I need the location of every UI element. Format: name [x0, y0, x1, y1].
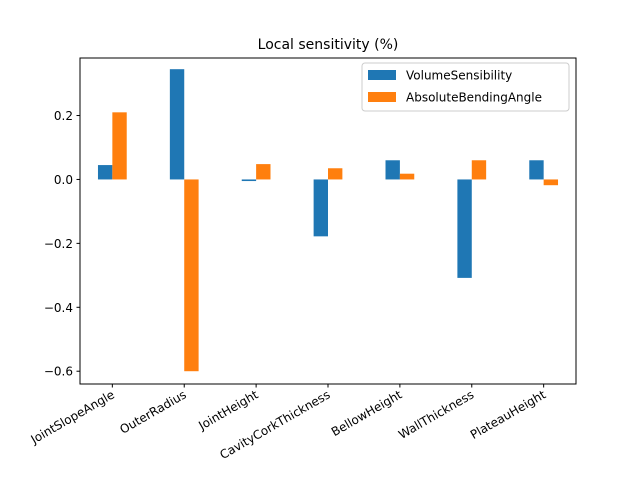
bar-absolute-bending-angle-6	[543, 179, 559, 186]
y-axis: −0.6 −0.4 −0.2 0.0 0.2	[44, 109, 80, 379]
chart-title: Local sensitivity (%)	[258, 37, 399, 53]
bar-absolute-bending-angle-0	[112, 112, 127, 180]
y-tick-label: 0.0	[54, 173, 73, 187]
y-tick-label: −0.4	[44, 301, 73, 315]
bar-absolute-bending-angle-4	[399, 173, 415, 180]
bar-volume-sensibility-6	[529, 160, 544, 180]
bar-volume-sensibility-0	[97, 165, 113, 180]
bar-absolute-bending-angle-2	[256, 164, 271, 180]
bar-volume-sensibility-4	[385, 160, 400, 180]
bar-absolute-bending-angle-1	[184, 179, 199, 372]
legend: VolumeSensibility AbsoluteBendingAngle	[361, 62, 570, 112]
bar-absolute-bending-angle-5	[471, 160, 487, 180]
bars-layer	[97, 69, 559, 372]
y-tick-label: −0.6	[44, 365, 73, 379]
bar-volume-sensibility-5	[457, 179, 472, 278]
legend-swatch	[368, 70, 396, 80]
bar-absolute-bending-angle-3	[328, 168, 343, 180]
bar-volume-sensibility-3	[313, 179, 328, 237]
legend-label: AbsoluteBendingAngle	[406, 91, 542, 105]
legend-box	[361, 62, 570, 112]
y-tick-label: −0.2	[44, 237, 73, 251]
legend-swatch	[368, 92, 396, 102]
y-tick-label: 0.2	[54, 109, 73, 123]
bar-volume-sensibility-1	[169, 69, 185, 180]
legend-label: VolumeSensibility	[406, 69, 512, 83]
bar-volume-sensibility-2	[241, 179, 257, 182]
